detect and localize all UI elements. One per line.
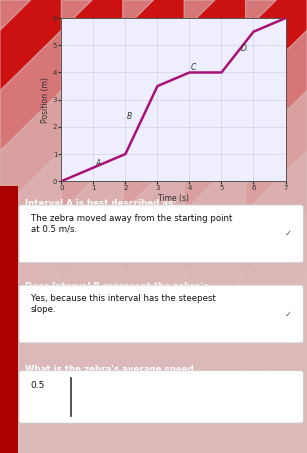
FancyBboxPatch shape [19, 205, 303, 263]
FancyBboxPatch shape [0, 186, 18, 453]
X-axis label: Time (s): Time (s) [158, 194, 189, 203]
FancyBboxPatch shape [19, 371, 303, 423]
FancyBboxPatch shape [19, 285, 303, 343]
Text: A: A [95, 159, 100, 168]
Text: Interval A is best described as:: Interval A is best described as: [25, 199, 176, 208]
Text: The zebra moved away from the starting point
at 0.5 m/s.: The zebra moved away from the starting p… [31, 214, 232, 234]
Text: D: D [241, 44, 247, 53]
Text: C: C [191, 63, 196, 72]
Text: B: B [127, 112, 132, 120]
Text: 0.5: 0.5 [31, 381, 45, 390]
Text: ✓: ✓ [285, 309, 292, 318]
Y-axis label: Position (m): Position (m) [41, 77, 50, 123]
Text: Does Interval B represent the zebra's
fastest speed?: Does Interval B represent the zebra's fa… [25, 282, 208, 302]
Text: ✓: ✓ [285, 229, 292, 238]
Text: Yes, because this interval has the steepest
slope.: Yes, because this interval has the steep… [31, 294, 216, 314]
Text: What is the zebra's average speed
represented in the graph?: What is the zebra's average speed repres… [25, 365, 193, 385]
